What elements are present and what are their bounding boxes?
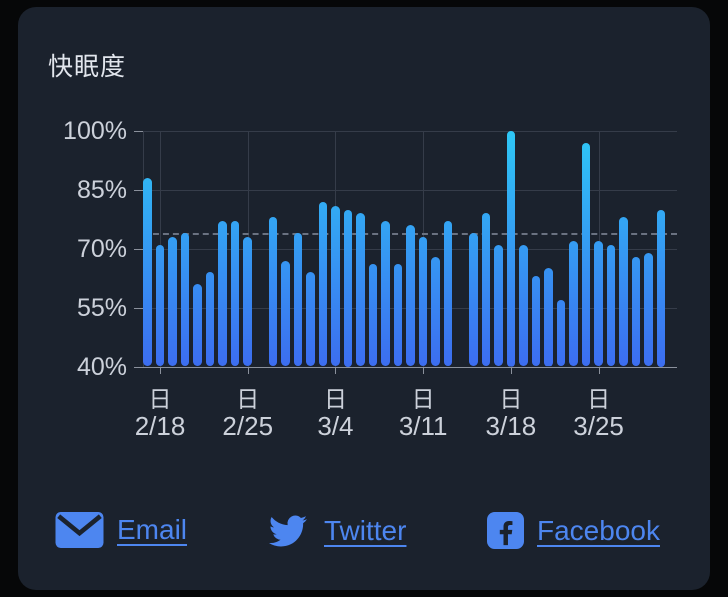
y-axis-tick: [134, 248, 143, 250]
bar: [544, 268, 553, 367]
bar: [644, 252, 653, 367]
bar: [318, 201, 328, 367]
email-link-label: Email: [117, 514, 188, 545]
bar: [306, 272, 315, 367]
bar: [281, 260, 290, 367]
page-title: 快眠度: [48, 53, 127, 81]
x-axis-weekday-label: 日: [148, 385, 172, 412]
x-axis-tick: [598, 366, 600, 374]
bar: [656, 209, 666, 367]
bar: [531, 276, 541, 367]
x-axis-weekday-label: 日: [411, 385, 435, 412]
bar: [406, 225, 415, 367]
bar: [619, 217, 628, 367]
y-axis-label: 100%: [63, 117, 127, 145]
bar: [180, 233, 190, 367]
y-axis-tick: [134, 189, 143, 191]
bar: [556, 299, 566, 367]
facebook-link[interactable]: Facebook: [487, 512, 660, 549]
bar: [356, 213, 365, 367]
x-axis-weekday-label: 日: [587, 385, 611, 412]
bar: [494, 244, 503, 367]
bar: [143, 178, 152, 367]
email-link[interactable]: Email: [55, 512, 187, 548]
bar: [368, 264, 378, 367]
twitter-icon: [269, 515, 307, 547]
x-axis-date-label: 3/4: [317, 410, 354, 441]
y-axis-tick: [134, 366, 143, 368]
x-axis-tick: [423, 366, 425, 374]
sleep-quality-chart: 100% 85% 70% 55% 40% 日 2/18 日 2/25 日 3/4 日 3/11 日 3/18…: [18, 7, 710, 590]
x-axis-date-label: 2/18: [134, 410, 186, 441]
bar: [218, 221, 227, 367]
x-axis-tick: [160, 366, 162, 374]
bar: [381, 221, 390, 367]
x-axis-date-label: 3/18: [485, 410, 537, 441]
bar: [168, 236, 177, 367]
y-axis-label: 55%: [76, 293, 127, 322]
y-axis-label: 40%: [76, 352, 127, 381]
bar: [594, 240, 603, 367]
bar: [631, 256, 641, 367]
bar: [519, 244, 528, 367]
bar: [581, 142, 591, 367]
twitter-link-label: Twitter: [324, 515, 407, 546]
bar: [293, 233, 303, 367]
x-axis-tick: [335, 366, 337, 374]
bar: [243, 236, 252, 367]
bar: [155, 244, 165, 367]
x-axis-line: [135, 366, 677, 368]
x-axis-date-label: 3/11: [398, 410, 448, 441]
bar: [268, 217, 278, 367]
bar: [230, 221, 240, 367]
x-axis-weekday-label: 日: [236, 385, 260, 412]
bar: [469, 233, 478, 367]
twitter-link[interactable]: Twitter: [265, 512, 406, 550]
bar: [193, 284, 202, 367]
bar: [331, 205, 340, 367]
y-axis-label: 85%: [76, 175, 127, 204]
x-axis-tick: [510, 366, 512, 374]
x-axis-date-label: 2/25: [222, 410, 274, 441]
sleep-quality-card: 快眠度 100% 85% 70% 55% 40% 日 2/18 日 2/25 日 3/4 日 3/11 日…: [18, 7, 710, 590]
x-axis-tick: [247, 366, 249, 374]
bar: [205, 272, 215, 367]
x-axis-date-label: 3/25: [573, 410, 624, 441]
email-icon: [55, 512, 104, 548]
y-axis-label: 70%: [76, 234, 127, 263]
bar: [506, 131, 516, 367]
y-axis-tick: [134, 131, 143, 132]
y-axis-tick: [134, 307, 143, 309]
bar: [393, 264, 403, 367]
bar: [569, 240, 578, 367]
x-axis-weekday-label: 日: [323, 385, 347, 412]
gridline-horizontal: [143, 131, 677, 132]
bar: [418, 236, 428, 367]
facebook-icon: [487, 512, 524, 549]
bar: [343, 209, 353, 367]
bar: [431, 256, 440, 367]
facebook-link-label: Facebook: [537, 514, 660, 546]
gridline-horizontal: [143, 189, 677, 191]
bar: [443, 221, 453, 367]
bar: [606, 244, 616, 367]
x-axis-weekday-label: 日: [499, 385, 523, 412]
bar: [481, 213, 491, 367]
